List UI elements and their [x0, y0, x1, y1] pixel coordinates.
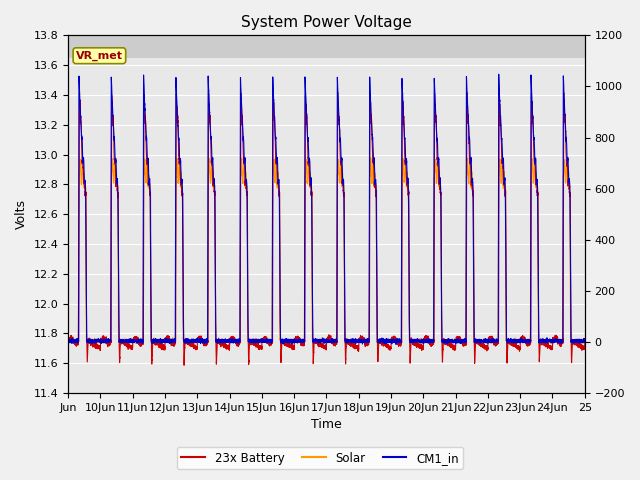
- Bar: [68, 32, 585, 58]
- Title: System Power Voltage: System Power Voltage: [241, 15, 412, 30]
- Text: VR_met: VR_met: [76, 50, 123, 61]
- Y-axis label: Volts: Volts: [15, 199, 28, 229]
- X-axis label: Time: Time: [311, 419, 342, 432]
- Legend: 23x Battery, Solar, CM1_in: 23x Battery, Solar, CM1_in: [177, 447, 463, 469]
